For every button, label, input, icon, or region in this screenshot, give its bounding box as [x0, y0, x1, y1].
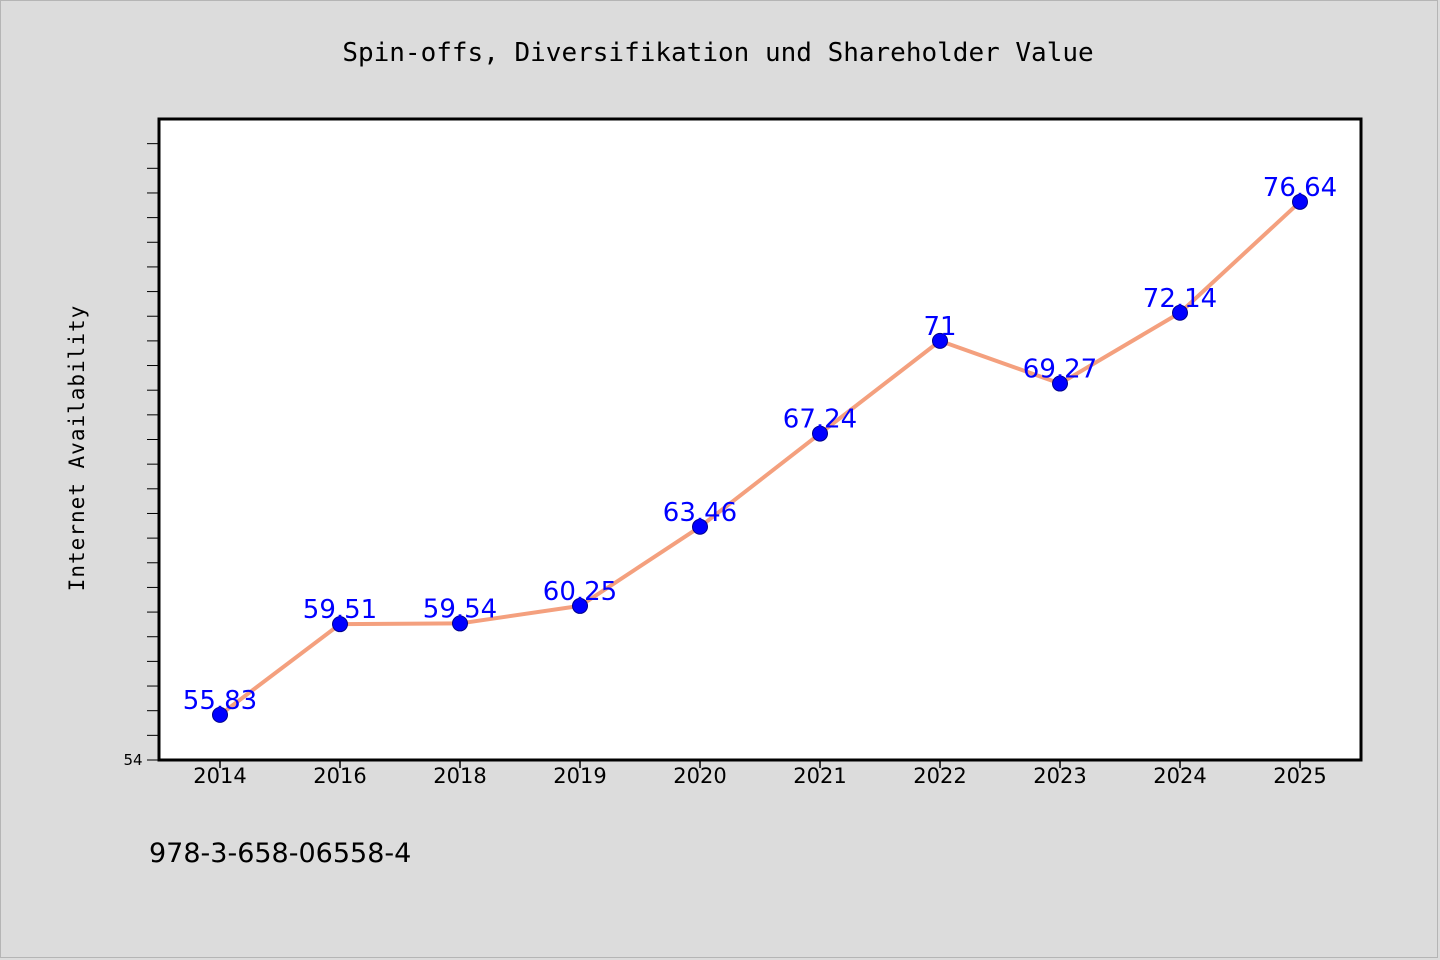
data-label: 63.46 — [663, 498, 737, 528]
x-tick-label: 2022 — [913, 764, 966, 788]
data-point — [212, 706, 228, 723]
data-label: 72.14 — [1143, 284, 1217, 314]
y-axis-label: Internet Availability — [65, 305, 89, 592]
x-tick-label: 2018 — [433, 764, 486, 788]
x-tick-label: 2019 — [553, 764, 606, 788]
x-tick-label: 2024 — [1153, 764, 1206, 788]
isbn-label: 978-3-658-06558-4 — [149, 838, 411, 869]
x-tick-label: 2020 — [673, 764, 726, 788]
plot-area — [157, 117, 1363, 762]
data-label: 69.27 — [1023, 355, 1097, 385]
data-label: 71 — [923, 312, 956, 342]
x-tick-label: 2021 — [793, 764, 846, 788]
y-axis-ticks: 54 — [123, 143, 159, 769]
data-label: 59.51 — [303, 595, 377, 625]
data-series: 55.83 59.51 59.54 60.25 63.46 67.24 71 69.27 72.… — [183, 173, 1337, 723]
data-label: 59.54 — [423, 594, 497, 624]
data-point — [332, 616, 348, 633]
data-label: 67.24 — [783, 405, 857, 435]
data-label: 60.25 — [543, 577, 617, 607]
data-point — [1172, 304, 1188, 321]
data-point — [452, 615, 468, 632]
data-point — [812, 425, 828, 442]
data-point — [932, 332, 948, 349]
data-point — [572, 597, 588, 614]
x-tick-label: 2014 — [193, 764, 246, 788]
x-tick-label: 2023 — [1033, 764, 1086, 788]
data-label: 76.64 — [1263, 173, 1337, 203]
series-line — [218, 199, 1302, 717]
data-label: 55.83 — [183, 686, 257, 716]
y-tick-label: 54 — [123, 751, 142, 769]
data-point — [1052, 375, 1068, 392]
data-point — [1292, 193, 1308, 210]
x-tick-label: 2016 — [313, 764, 366, 788]
chart-title: Spin-offs, Diversifikation und Sharehold… — [342, 38, 1093, 68]
data-point — [692, 518, 708, 535]
x-axis-ticks: 2014 2016 2018 2019 2020 2021 2022 2023 2024 2025 — [193, 760, 1327, 788]
x-tick-label: 2025 — [1273, 764, 1326, 788]
